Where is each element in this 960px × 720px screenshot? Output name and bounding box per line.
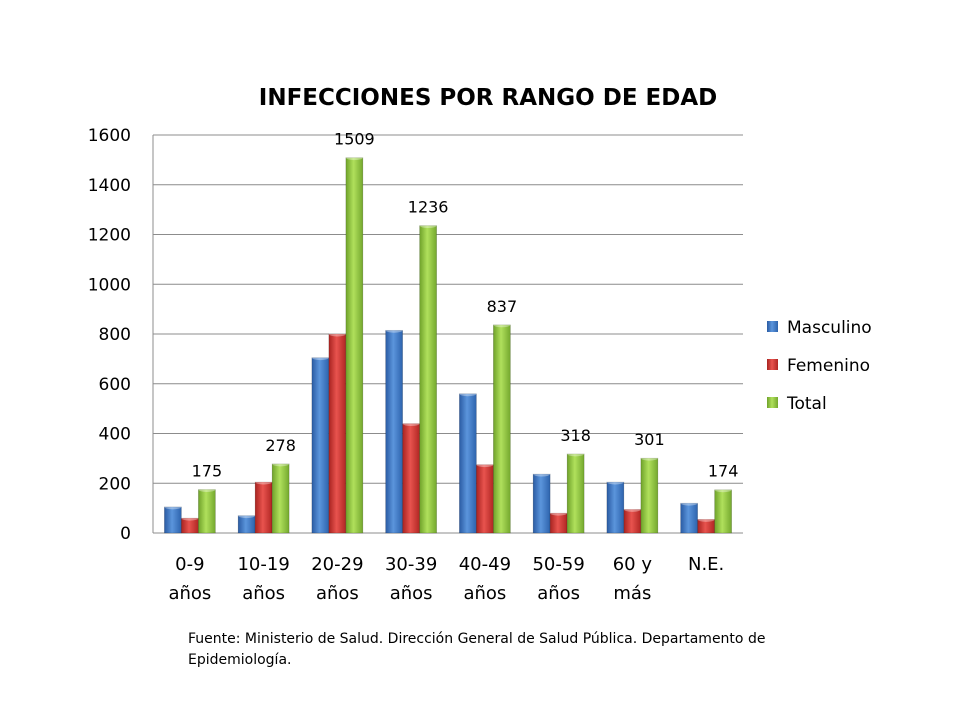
- legend-swatch-femenino: [767, 359, 778, 370]
- y-tick-label: 600: [99, 375, 131, 395]
- x-category-label: 10-19 años: [237, 554, 289, 604]
- x-category-label: 0-9 años: [168, 554, 211, 604]
- bar-masculino-7: [680, 502, 698, 534]
- bar-total-0: [198, 489, 216, 534]
- data-label: 174: [708, 462, 739, 481]
- bar-cap: [238, 513, 256, 519]
- bar-femenino-3: [402, 423, 420, 534]
- data-label: 278: [265, 436, 296, 455]
- y-tick-label: 400: [99, 425, 131, 445]
- bar-cap: [419, 223, 437, 229]
- bar-cap: [493, 322, 511, 328]
- bar-cap: [272, 461, 290, 467]
- bar-cap: [345, 155, 363, 161]
- y-tick-label: 200: [99, 474, 131, 494]
- bar-total-4: [493, 324, 511, 534]
- bars: [164, 155, 732, 534]
- y-tick-label: 1400: [88, 176, 131, 196]
- bar-cap: [476, 462, 494, 468]
- bar-total-3: [419, 225, 437, 534]
- data-label: 1509: [334, 130, 375, 149]
- bar-cap: [714, 487, 732, 493]
- y-tick-label: 800: [99, 325, 131, 345]
- bar-cap: [181, 515, 199, 521]
- bar-masculino-5: [532, 473, 551, 534]
- bar-total-6: [640, 457, 659, 534]
- bar-femenino-5: [549, 512, 568, 534]
- bar-masculino-6: [606, 481, 625, 534]
- y-tick-label: 1200: [88, 226, 131, 246]
- y-tick-label: 0: [120, 524, 131, 544]
- legend-swatch-masculino: [767, 321, 778, 332]
- bar-masculino-3: [385, 329, 403, 534]
- legend-swatch-total: [767, 397, 778, 408]
- x-category-label: 20-29 años: [311, 554, 363, 604]
- bar-cap: [255, 479, 273, 485]
- bar-cap: [328, 331, 346, 337]
- data-label: 175: [192, 461, 223, 480]
- bar-cap: [623, 506, 641, 512]
- bar-femenino-6: [623, 509, 642, 534]
- legend-label-total: Total: [786, 394, 827, 414]
- bar-masculino-1: [237, 515, 256, 534]
- data-label: 301: [634, 430, 665, 449]
- bar-masculino-2: [311, 357, 330, 534]
- bar-femenino-4: [476, 464, 494, 534]
- y-axis-ticks: 0 200 400 600 800 1000 1200 1400 1600: [88, 126, 131, 544]
- legend: Masculino Femenino Total: [767, 318, 872, 414]
- data-labels: 175 278 1509 1236 837 318 301 174: [192, 130, 739, 481]
- data-label: 318: [560, 426, 591, 445]
- source-note: Fuente: Ministerio de Salud. Dirección G…: [188, 631, 766, 668]
- legend-label-masculino: Masculino: [787, 318, 872, 338]
- bar-cap: [164, 504, 182, 510]
- bar-cap: [606, 479, 624, 485]
- bar-cap: [567, 451, 585, 457]
- bar-cap: [311, 355, 329, 361]
- bar-cap: [550, 510, 568, 516]
- bar-masculino-0: [164, 506, 182, 534]
- bar-masculino-4: [459, 393, 477, 534]
- bar-femenino-1: [254, 481, 273, 534]
- bar-cap: [385, 327, 403, 333]
- x-category-label: N.E.: [688, 554, 724, 575]
- bar-cap: [697, 516, 715, 522]
- bar-cap: [402, 421, 420, 427]
- data-label: 1236: [408, 198, 449, 217]
- x-category-label: 50-59 años: [532, 554, 584, 604]
- bar-total-2: [345, 157, 364, 534]
- bar-cap: [198, 486, 216, 492]
- bar-cap: [680, 500, 698, 506]
- legend-label-femenino: Femenino: [787, 356, 870, 376]
- bar-total-5: [566, 453, 585, 534]
- x-category-label: 40-49 años: [459, 554, 511, 604]
- bar-cap: [640, 455, 658, 461]
- data-label: 837: [487, 297, 518, 316]
- x-category-label: 60 y más: [613, 554, 653, 604]
- chart-title: INFECCIONES POR RANGO DE EDAD: [259, 85, 717, 111]
- gridlines: [152, 134, 743, 534]
- x-category-label: 30-39 años: [385, 554, 437, 604]
- x-axis-categories: 0-9 años 10-19 años 20-29 años 30-39 años 40-49 a…: [168, 554, 724, 604]
- bar-cap: [533, 471, 551, 477]
- bar-total-1: [271, 463, 290, 534]
- bar-femenino-2: [328, 333, 347, 534]
- bar-cap: [459, 391, 477, 397]
- y-tick-label: 1600: [88, 126, 131, 146]
- y-tick-label: 1000: [88, 275, 131, 295]
- bar-total-7: [714, 489, 732, 534]
